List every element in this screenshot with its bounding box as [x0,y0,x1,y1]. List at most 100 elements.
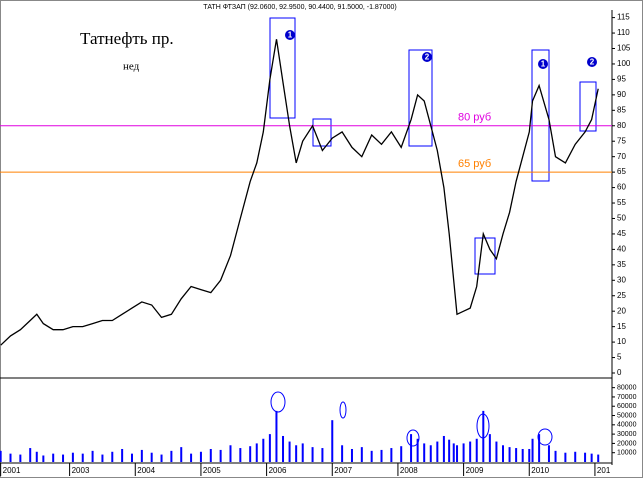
chart-title: ТАТН ФТЗАП (92.0600, 92.9500, 90.4400, 9… [203,4,396,11]
ellipse [270,391,286,413]
volume-bar [130,453,133,462]
volume-bar [528,448,531,462]
volume-bar [456,445,459,462]
volume-bar [469,441,472,462]
volume-bar [331,420,334,462]
y-tick-label: 100 [617,59,631,68]
ellipse [406,429,420,447]
volume-bar [482,410,485,462]
x-tick-label: 2010 [531,466,549,475]
volume-bar [508,447,511,462]
x-tick-label: 2007 [334,466,352,475]
volume-bar [436,441,439,462]
volume-bar [150,452,153,462]
volume-bar [574,451,577,462]
x-tick-label: 2006 [269,466,287,475]
box [269,17,296,119]
volume-tick-label: 20000 [617,440,637,447]
volume-bar [9,453,12,462]
volume-bar [229,445,232,462]
volume-bar [390,448,393,462]
volume-bar [301,443,304,462]
volume-bar [101,454,104,462]
volume-bar [52,453,55,462]
volume-bar [160,454,163,462]
volume-bar [495,441,498,462]
volume-bar [249,446,252,462]
volume-bar [515,448,518,462]
volume-bar [262,438,265,462]
y-tick-label: 50 [617,214,626,223]
y-tick-label: 20 [617,306,626,315]
x-tick-label: 2008 [400,466,418,475]
volume-bar [423,443,426,462]
box [312,118,332,147]
volume-bar [62,454,65,462]
volume-bar [42,455,45,462]
volume-bar [564,452,567,462]
volume-tick-label: 60000 [617,403,637,410]
annotation-boxes [269,17,597,447]
volume-bar [442,435,445,462]
y-tick-label: 115 [617,13,630,22]
volume-bar [341,445,344,462]
volume-bar [35,451,38,462]
volume-bar [190,453,193,462]
ellipse [339,401,347,419]
volume-bar [400,446,403,462]
y-tick-label: 45 [617,229,626,238]
y-tick-label: 35 [617,260,626,269]
volume-tick-label: 50000 [617,412,637,419]
volume-tick-label: 30000 [617,431,637,438]
volume-tick-label: 80000 [617,384,637,391]
volume-bar [501,445,504,462]
volume-bar [0,450,2,462]
volume-tick-label: 70000 [617,394,637,401]
y-tick-label: 85 [617,105,626,114]
y-tick-label: 90 [617,90,626,99]
volume-bar [29,448,32,462]
volume-bar [410,434,413,462]
y-tick-label: 15 [617,322,626,331]
x-tick-label: 2003 [72,466,90,475]
y-tick-label: 65 [617,167,626,176]
volume-bar [584,452,587,462]
y-tick-label: 0 [617,368,622,377]
volume-bar [71,452,74,462]
y-tick-label: 75 [617,136,626,145]
marker-label: 2 [425,53,430,62]
volume-bar [81,453,84,462]
volume-bar [170,450,173,462]
volume-bar [19,454,22,462]
volume-bar [590,453,593,462]
y-tick-label: 10 [617,337,626,346]
y-tick-label: 80 [617,121,626,130]
volume-bar [209,448,212,462]
volume-bar [547,445,550,462]
box [579,81,597,132]
volume-bar [554,450,557,462]
volume-tick-label: 40000 [617,422,637,429]
y-tick-label: 25 [617,291,626,300]
volume-bar [521,448,524,462]
volume-bar [429,445,432,462]
volume-bar [380,449,383,462]
y-tick-label: 55 [617,198,626,207]
volume-bar [140,449,143,462]
volume-bar [370,450,373,462]
markers: 1 2 1 2 [285,30,597,69]
y-tick-label: 70 [617,152,626,161]
reference-label: 80 руб [458,112,491,124]
y-tick-label: 30 [617,275,626,284]
box [531,49,550,182]
box [408,49,433,147]
volume-bar [597,454,600,462]
volume-bar [360,447,363,462]
volume-bar [91,450,94,462]
volume-bar [180,447,183,462]
price-line [0,39,599,346]
marker-label: 2 [590,58,595,67]
volume-bar [311,447,314,462]
